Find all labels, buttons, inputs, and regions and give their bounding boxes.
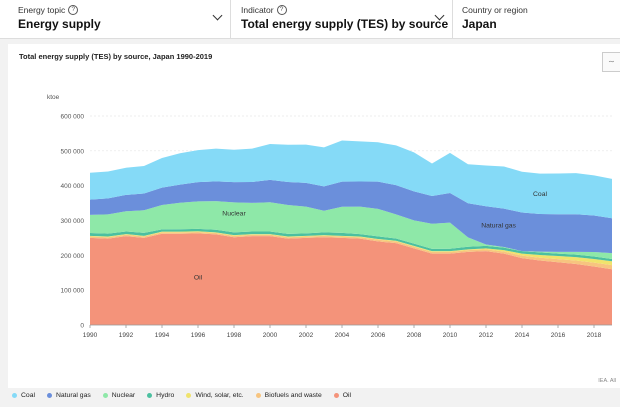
legend-label: Hydro: [156, 392, 175, 399]
y-tick-label: 400 000: [61, 183, 85, 190]
legend-swatch: [255, 393, 261, 398]
legend-swatch: [333, 393, 339, 398]
x-tick-label: 1996: [191, 332, 206, 339]
x-tick-label: 2018: [587, 332, 602, 339]
x-tick-label: 2008: [407, 332, 422, 339]
legend-item[interactable]: Nuclear: [102, 392, 136, 399]
chart-options-button[interactable]: ∼: [602, 52, 620, 72]
x-tick-label: 2002: [299, 332, 314, 339]
x-tick-label: 1994: [155, 332, 170, 339]
x-tick-label: 2000: [263, 332, 278, 339]
legend-label: Wind, solar, etc.: [195, 392, 244, 399]
y-tick-label: 100 000: [61, 288, 85, 295]
legend-item[interactable]: Oil: [333, 392, 352, 399]
legend-swatch: [46, 393, 52, 398]
chart-panel: Total energy supply (TES) by source, Jap…: [8, 44, 620, 388]
x-tick-label: 2004: [335, 332, 350, 339]
x-tick-label: 2016: [551, 332, 566, 339]
legend-item[interactable]: Coal: [12, 392, 35, 399]
indicator-label: Indicator: [241, 5, 274, 15]
legend-label: Coal: [21, 392, 35, 399]
legend-item[interactable]: Biofuels and waste: [255, 392, 322, 399]
y-axis-unit: ktoe: [47, 94, 60, 101]
legend-label: Biofuels and waste: [264, 392, 322, 399]
x-tick-label: 1992: [119, 332, 134, 339]
indicator-value: Total energy supply (TES) by source: [241, 17, 449, 31]
y-tick-label: 600 000: [61, 114, 85, 121]
area-label: Coal: [533, 191, 547, 198]
area-label: Natural gas: [481, 222, 516, 229]
country-label: Country or region: [462, 5, 528, 15]
energy-topic-selector[interactable]: Energy topic? Energy supply: [0, 0, 231, 38]
legend-label: Natural gas: [55, 392, 91, 399]
legend-label: Nuclear: [111, 392, 136, 399]
legend-item[interactable]: Wind, solar, etc.: [186, 392, 244, 399]
legend-swatch: [102, 393, 108, 398]
area-coal: [90, 140, 612, 219]
help-icon[interactable]: ?: [276, 5, 287, 15]
indicator-selector[interactable]: Indicator? Total energy supply (TES) by …: [231, 0, 453, 38]
x-tick-label: 1998: [227, 332, 242, 339]
legend-item[interactable]: Natural gas: [46, 392, 91, 399]
area-label: Oil: [194, 275, 203, 282]
stacked-area-chart: 0 100 000 200 000 300 000 400 000 500 000 600 …: [61, 114, 612, 339]
x-tick-label: 2012: [479, 332, 494, 339]
help-icon[interactable]: ?: [68, 5, 79, 15]
legend-label: Oil: [342, 392, 352, 399]
legend-swatch: [12, 393, 17, 398]
y-tick-label: 300 000: [61, 218, 85, 225]
area-nuclear: [90, 201, 612, 259]
y-tick-label: 0: [80, 323, 84, 330]
y-tick-label: 500 000: [61, 148, 85, 155]
x-tick-label: 2006: [371, 332, 386, 339]
y-tick-label: 200 000: [61, 253, 85, 260]
area-natural-gas: [90, 179, 612, 254]
x-tick-label: 1990: [83, 332, 98, 339]
area-label: Nuclear: [222, 210, 246, 217]
country-selector[interactable]: Country or region Japan: [453, 0, 620, 38]
energy-topic-value: Energy supply: [18, 17, 101, 31]
chart-legend: Coal Natural gas Nuclear Hydro Wind, solar, …: [12, 392, 351, 399]
area-hydro: [90, 228, 612, 262]
energy-topic-label: Energy topic: [18, 5, 66, 15]
legend-swatch: [186, 393, 192, 398]
country-value: Japan: [462, 17, 497, 31]
legend-item[interactable]: Hydro: [147, 392, 174, 399]
x-tick-label: 2010: [443, 332, 458, 339]
source-note[interactable]: IEA. All: [598, 378, 616, 384]
legend-swatch: [147, 393, 153, 398]
top-selector-bar: Energy topic? Energy supply Indicator? T…: [0, 0, 620, 39]
chart-title: Total energy supply (TES) by source, Jap…: [19, 52, 213, 61]
x-tick-label: 2014: [515, 332, 530, 339]
area-oil: [90, 233, 612, 325]
